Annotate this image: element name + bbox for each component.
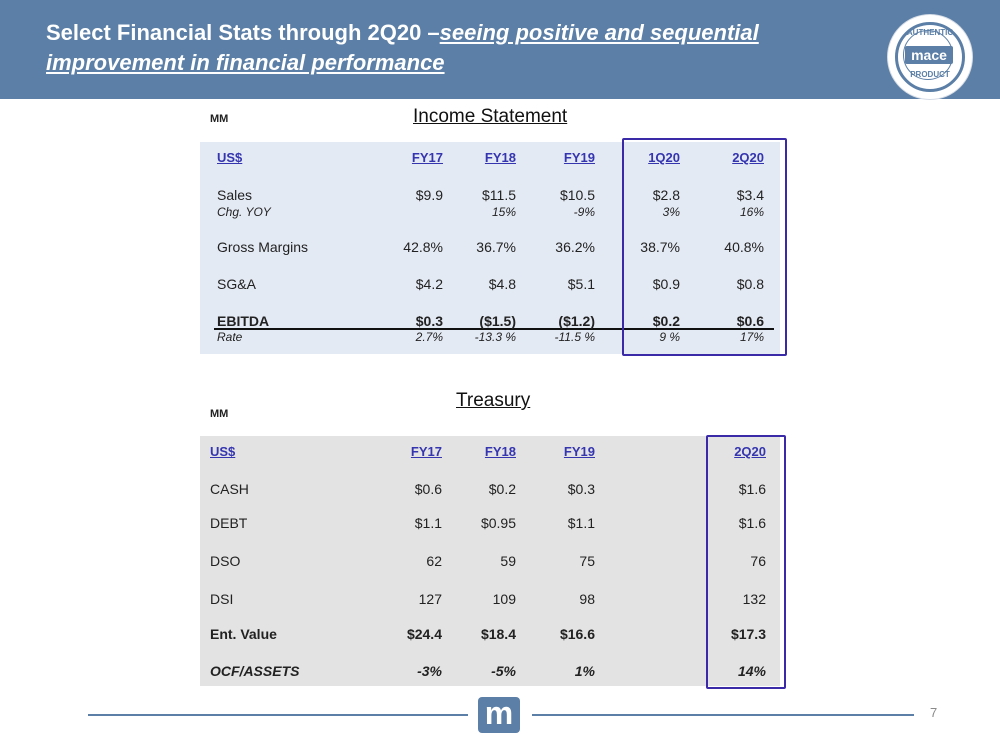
treasury-row-label-ocf-assets: OCF/ASSETS	[210, 663, 300, 679]
income-cell-chg-yoy-1q20: 3%	[662, 205, 680, 219]
slide-title: Select Financial Stats through 2Q20 –see…	[46, 18, 866, 78]
treasury-cell-debt-2q20: $1.6	[738, 515, 766, 531]
income-column-header-1q20: 1Q20	[648, 150, 680, 165]
income-cell-sg-a-2q20: $0.8	[736, 276, 764, 292]
income-cell-rate-1q20: 9 %	[659, 330, 680, 344]
treasury-column-header-fy18: FY18	[484, 444, 516, 459]
treasury-cell-debt-fy18: $0.95	[480, 515, 516, 531]
mace-logo-icon: m	[478, 697, 520, 733]
authentic-product-seal: AUTHENTIC mace PRODUCT	[888, 15, 972, 99]
income-row-label-gross-margins: Gross Margins	[217, 239, 309, 255]
income-column-header-fy17: FY17	[411, 150, 443, 165]
income-row-label-sg-a: SG&A	[217, 276, 256, 292]
slide-header: Select Financial Stats through 2Q20 –see…	[0, 0, 1000, 99]
treasury-cell-cash-fy19: $0.3	[567, 481, 595, 497]
treasury-cell-dsi-fy17: 127	[418, 591, 442, 607]
income-cell-ebitda-fy17: $0.3	[415, 313, 443, 329]
treasury-cell-debt-fy19: $1.1	[567, 515, 595, 531]
income-row-label-chg-yoy: Chg. YOY	[217, 205, 271, 219]
treasury-row-label-ent-value: Ent. Value	[210, 626, 277, 642]
treasury-column-header-2q20: 2Q20	[734, 444, 766, 459]
income-cell-chg-yoy-fy18: 15%	[491, 205, 516, 219]
slide-title-main: Select Financial Stats through 2Q20 –	[46, 20, 440, 45]
income-cell-sg-a-fy19: $5.1	[567, 276, 595, 292]
income-cell-sg-a-1q20: $0.9	[652, 276, 680, 292]
income-cell-sales-fy17: $9.9	[415, 187, 443, 203]
treasury-cell-cash-2q20: $1.6	[738, 481, 766, 497]
latest-quarter-highlight	[706, 435, 786, 689]
income-cell-rate-fy18: -13.3 %	[474, 330, 516, 344]
income-cell-sales-fy19: $10.5	[559, 187, 595, 203]
income-row-label-sales: Sales	[217, 187, 253, 203]
income-currency-header: US$	[217, 150, 243, 165]
treasury-cell-dso-fy19: 75	[579, 553, 595, 569]
page-number: 7	[930, 705, 938, 720]
income-cell-rate-2q20: 17%	[739, 330, 764, 344]
treasury-cell-dsi-fy18: 109	[492, 591, 516, 607]
treasury-title: Treasury	[456, 390, 531, 411]
treasury-cell-dsi-2q20: 132	[742, 591, 766, 607]
seal-top-text: AUTHENTIC	[906, 28, 954, 37]
footer-rule-left	[88, 714, 468, 716]
income-cell-ebitda-fy19: ($1.2)	[558, 313, 595, 329]
income-column-header-fy19: FY19	[563, 150, 595, 165]
income-column-header-fy18: FY18	[484, 150, 516, 165]
income-cell-sales-fy18: $11.5	[482, 187, 516, 203]
income-cell-ebitda-1q20: $0.2	[652, 313, 680, 329]
income-row-label-ebitda: EBITDA	[217, 313, 270, 329]
treasury-column-header-fy19: FY19	[563, 444, 595, 459]
treasury-column-header-fy17: FY17	[410, 444, 442, 459]
treasury-cell-debt-fy17: $1.1	[414, 515, 442, 531]
treasury-cell-cash-fy18: $0.2	[488, 481, 516, 497]
treasury-row-label-dsi: DSI	[210, 591, 234, 607]
income-cell-rate-fy19: -11.5 %	[554, 330, 595, 344]
income-cell-sales-2q20: $3.4	[736, 187, 764, 203]
seal-outer-ring	[895, 22, 965, 92]
treasury-cell-dso-fy17: 62	[426, 553, 442, 569]
ebitda-underline	[214, 328, 774, 330]
treasury-cell-dso-fy18: 59	[500, 553, 516, 569]
income-statement-title: Income Statement	[413, 106, 568, 127]
treasury-row-label-debt: DEBT	[210, 515, 248, 531]
treasury-table	[200, 436, 780, 686]
treasury-cell-ocf-assets-2q20: 14%	[737, 663, 766, 679]
income-cell-rate-fy17: 2.7%	[415, 330, 443, 344]
treasury-cell-ocf-assets-fy19: 1%	[574, 663, 595, 679]
treasury-cell-ent-value-2q20: $17.3	[730, 626, 766, 642]
income-cell-gross-margins-fy17: 42.8%	[403, 239, 443, 255]
treasury-row-label-dso: DSO	[210, 553, 241, 569]
treasury-cell-ent-value-fy19: $16.6	[559, 626, 595, 642]
income-cell-ebitda-fy18: ($1.5)	[479, 313, 516, 329]
treasury-row-label-cash: CASH	[210, 481, 249, 497]
seal-brand-text: mace	[905, 46, 953, 64]
seal-bottom-text: PRODUCT	[910, 70, 950, 79]
treasury-unit-label: MM	[210, 408, 229, 420]
recent-quarters-highlight	[622, 138, 787, 356]
treasury-cell-ocf-assets-fy18: -5%	[491, 663, 516, 679]
treasury-cell-ent-value-fy18: $18.4	[480, 626, 516, 642]
income-row-label-rate: Rate	[217, 330, 243, 344]
income-cell-sg-a-fy17: $4.2	[415, 276, 443, 292]
income-cell-sales-1q20: $2.8	[652, 187, 680, 203]
income-cell-gross-margins-fy18: 36.7%	[476, 239, 516, 255]
treasury-cell-dso-2q20: 76	[750, 553, 766, 569]
income-unit-label: MM	[210, 113, 229, 125]
treasury-cell-dsi-fy19: 98	[579, 591, 595, 607]
income-statement-table	[200, 142, 780, 354]
footer-rule-right	[532, 714, 914, 716]
income-cell-chg-yoy-2q20: 16%	[739, 205, 764, 219]
income-cell-sg-a-fy18: $4.8	[488, 276, 516, 292]
income-cell-chg-yoy-fy19: -9%	[573, 205, 595, 219]
slide-title-subtitle: seeing positive and sequential improveme…	[46, 20, 759, 75]
income-cell-gross-margins-fy19: 36.2%	[555, 239, 595, 255]
treasury-cell-cash-fy17: $0.6	[414, 481, 442, 497]
treasury-cell-ocf-assets-fy17: -3%	[417, 663, 442, 679]
income-cell-ebitda-2q20: $0.6	[736, 313, 764, 329]
income-cell-gross-margins-2q20: 40.8%	[724, 239, 764, 255]
treasury-currency-header: US$	[210, 444, 236, 459]
income-cell-gross-margins-1q20: 38.7%	[640, 239, 680, 255]
income-column-header-2q20: 2Q20	[732, 150, 764, 165]
treasury-cell-ent-value-fy17: $24.4	[406, 626, 442, 642]
